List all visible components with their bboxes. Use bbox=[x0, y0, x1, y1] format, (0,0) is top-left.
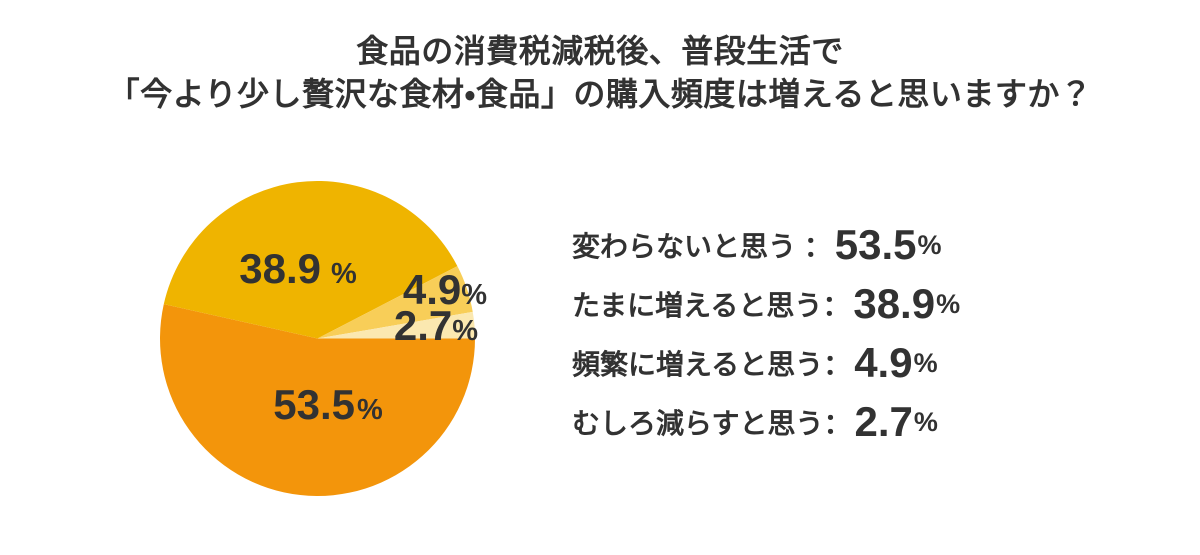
legend-colon: ： bbox=[823, 349, 852, 380]
legend-value: 4.9 bbox=[854, 339, 913, 386]
legend-colon: ： bbox=[803, 231, 832, 262]
legend-label: 変わらないと思う bbox=[572, 231, 804, 262]
percent-sign: % bbox=[330, 258, 357, 290]
chart-title: 食品の消費税減税後、普段生活で 「今より少し贅沢な食材・食品」の購入頻度は増える… bbox=[0, 30, 1200, 116]
pie-label-38.9: 38.9% bbox=[239, 248, 357, 290]
pie-label-4.9: 4.9% bbox=[403, 269, 487, 311]
pie-label-value: 4.9 bbox=[402, 266, 462, 313]
pie-label-53.5: 53.5% bbox=[273, 384, 383, 426]
legend-colon: ： bbox=[822, 290, 851, 321]
legend-row-sometimes-increase: たまに増えると思う： 38.9% bbox=[572, 281, 960, 327]
percent-sign: % bbox=[452, 315, 479, 347]
legend: 変わらないと思う ： 53.5% たまに増えると思う： 38.9% 頻繁に増えると思… bbox=[572, 222, 960, 445]
percent-sign: % bbox=[936, 288, 961, 319]
percent-sign: % bbox=[356, 394, 383, 426]
legend-row-frequently-increase: 頻繁に増えると思う： 4.9% bbox=[572, 340, 960, 386]
legend-value: 38.9 bbox=[853, 280, 936, 327]
chart-title-line2: 「今より少し贅沢な食材・食品」の購入頻度は増えると思いますか？ bbox=[107, 76, 1093, 112]
percent-sign: % bbox=[917, 229, 942, 260]
legend-row-unchanged: 変わらないと思う ： 53.5% bbox=[572, 222, 960, 268]
pie-label-value: 53.5 bbox=[273, 381, 355, 428]
legend-value: 53.5 bbox=[834, 221, 917, 268]
percent-sign: % bbox=[461, 279, 488, 311]
pie-label-value: 2.7 bbox=[393, 302, 453, 349]
percent-sign: % bbox=[913, 347, 938, 378]
legend-label: たまに増えると思う bbox=[572, 290, 823, 321]
legend-colon: ： bbox=[823, 408, 852, 439]
legend-value: 2.7 bbox=[854, 398, 913, 445]
pie-slice-0 bbox=[160, 304, 475, 496]
legend-label: 頻繁に増えると思う bbox=[572, 349, 824, 380]
legend-label: むしろ減らすと思う bbox=[572, 408, 824, 439]
pie-label-2.7: 2.7% bbox=[394, 305, 478, 347]
percent-sign: % bbox=[913, 406, 938, 437]
pie-label-value: 38.9 bbox=[239, 245, 321, 292]
pie-slice-2 bbox=[317, 266, 473, 339]
pie-slice-3 bbox=[317, 311, 475, 339]
legend-row-rather-reduce: むしろ減らすと思う： 2.7% bbox=[572, 399, 960, 445]
pie-chart bbox=[160, 181, 475, 496]
pie-slice-1 bbox=[163, 181, 458, 339]
chart-title-line1: 食品の消費税減税後、普段生活で bbox=[356, 33, 844, 69]
